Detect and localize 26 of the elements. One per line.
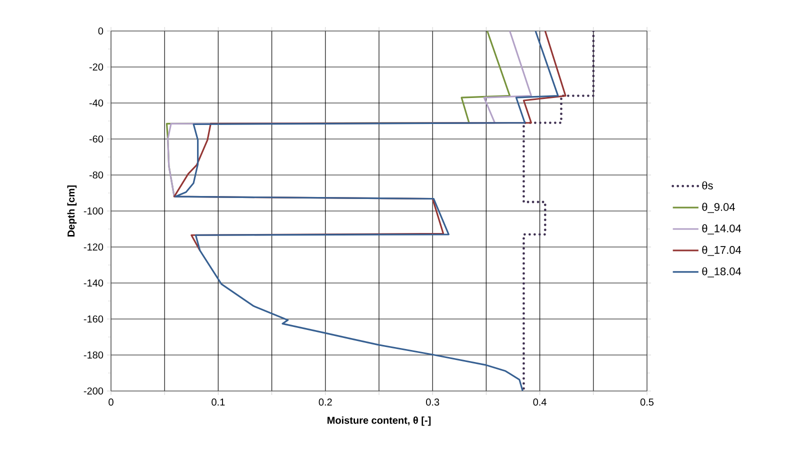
line-series [522,31,595,391]
y-tick-label: -80 [89,171,104,179]
y-tick-label: -20 [89,63,104,71]
y-tick-label: -180 [84,351,104,359]
legend-label: θ_18.04 [702,267,742,278]
legend-label: θ_14.04 [702,224,742,234]
x-tick-label: 0.2 [318,398,332,406]
x-tick-label: 0 [108,398,114,406]
legend-label: θ_17.04 [702,246,742,256]
line-series [174,31,559,391]
y-tick-label: -140 [84,279,104,287]
x-tick-label: 0.5 [640,398,654,406]
y-tick-label: -120 [84,243,104,251]
legend-label: θ_9.04 [702,202,735,213]
y-axis-title: Depth [cm] [67,185,77,236]
y-tick-label: 0 [98,27,104,35]
x-tick-label: 0.4 [533,398,546,406]
y-tick-label: -60 [89,135,104,143]
legend-label: θs [702,181,713,190]
x-tick-label: 0.3 [426,398,440,406]
y-tick-label: -200 [84,387,104,395]
y-tick-label: -40 [89,99,104,107]
x-tick-label: 0.1 [212,398,225,406]
y-tick-label: -160 [84,315,104,323]
x-axis-title: Moisture content, θ [-] [328,416,431,426]
y-tick-label: -100 [84,207,104,215]
